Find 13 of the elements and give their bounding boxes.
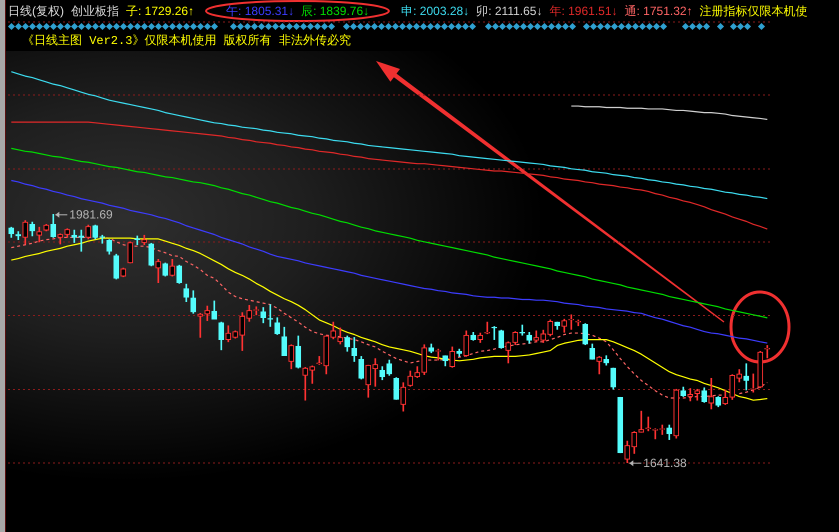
text: 子: 1729.26↑ xyxy=(126,4,194,18)
text: 卯: 2111.65↓ xyxy=(476,4,542,18)
annotation: 注册指标仅限本机使 xyxy=(700,4,808,18)
annotation: 1981.69 xyxy=(69,208,114,222)
text: 午: 1805.31↓ xyxy=(226,4,294,18)
annotation: 1641.38 xyxy=(643,456,688,470)
chart-subtitle: 创业板指 xyxy=(71,4,119,18)
text: 通: 1751.32↑ xyxy=(624,4,693,18)
text: 申: 2003.28↓ xyxy=(401,4,470,18)
text: 年: 1961.51↓ xyxy=(549,4,618,18)
text: 辰: 1839.76↓ xyxy=(301,4,370,18)
annotation: 《日线主图 Ver2.3》仅限本机使用 版权所有 非法外传必究 xyxy=(22,34,351,49)
chart-title: 日线(复权) xyxy=(8,4,64,18)
